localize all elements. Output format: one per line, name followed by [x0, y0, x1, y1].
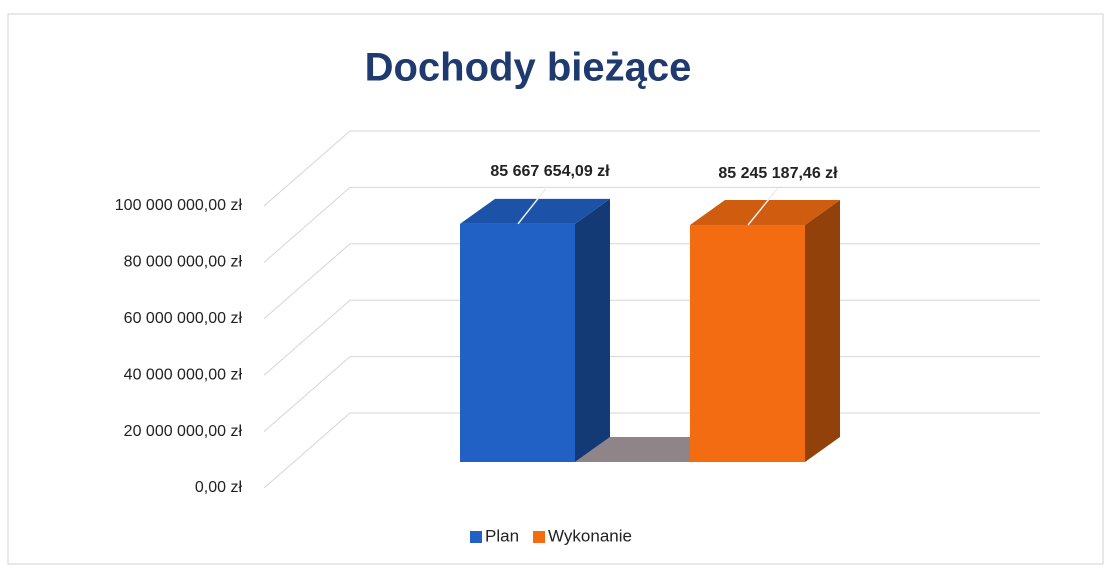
y-tick-label: 0,00 zł [195, 479, 243, 496]
bar-side [575, 198, 610, 462]
leader-line [517, 185, 549, 225]
legend-swatch [470, 531, 482, 543]
y-tick-label: 20 000 000,00 zł [124, 423, 243, 440]
legend-label: Plan [485, 526, 519, 545]
grid-line [263, 130, 1040, 207]
bar-side [805, 200, 840, 462]
legend-swatch [533, 531, 546, 543]
bar-top [460, 198, 610, 224]
chart-title: Dochody bieżące [365, 46, 692, 90]
value-label: 85 245 187,46 zł [718, 165, 838, 182]
y-tick-label: 40 000 000,00 zł [124, 366, 243, 383]
y-tick-label: 60 000 000,00 zł [124, 310, 243, 327]
bar [460, 223, 575, 462]
leader-line [747, 187, 779, 226]
floor [575, 437, 725, 462]
y-tick-label: 80 000 000,00 zł [124, 254, 243, 271]
grid-line [263, 186, 1040, 263]
bar [690, 225, 805, 462]
bar-top [690, 200, 840, 226]
value-label: 85 667 654,09 zł [490, 163, 610, 180]
legend-label: Wykonanie [548, 526, 632, 545]
y-tick-label: 100 000 000,00 zł [115, 197, 243, 214]
